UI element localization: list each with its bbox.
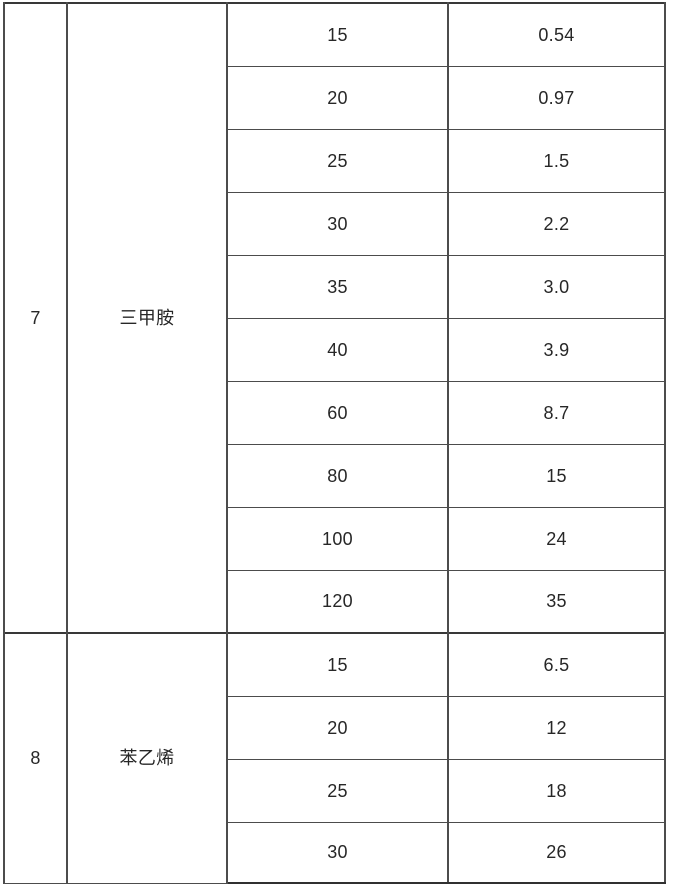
result-value-cell: 24	[447, 506, 666, 571]
table-row: 30 26	[4, 821, 666, 884]
param-value-cell: 25	[226, 758, 449, 823]
table-row: 35 3.0	[4, 254, 666, 319]
param-value-cell: 15	[226, 632, 449, 697]
param-value-cell: 40	[226, 317, 449, 382]
table-row: 80 15	[4, 443, 666, 508]
param-value-cell: 20	[226, 65, 449, 130]
table-body: 7 三甲胺 15 0.54 20 0.97 25 1.5 30 2.2 35 3.0 40 3.9 60 8.…	[3, 2, 666, 884]
chemical-name-label: 苯乙烯	[119, 748, 175, 769]
result-value-cell: 15	[447, 443, 666, 508]
table-row: 30 2.2	[4, 191, 666, 256]
table-row: 20 12	[4, 695, 666, 760]
result-value-cell: 3.9	[447, 317, 666, 382]
group-index-cell: 8	[3, 632, 68, 884]
param-value-cell: 60	[226, 380, 449, 445]
chemical-name-cell: 三甲胺	[66, 2, 228, 634]
param-value-cell: 80	[226, 443, 449, 508]
result-value-cell: 0.54	[447, 2, 666, 67]
table-row: 120 35	[4, 569, 666, 634]
result-value-cell: 18	[447, 758, 666, 823]
result-value-cell: 1.5	[447, 128, 666, 193]
result-value-cell: 3.0	[447, 254, 666, 319]
result-value-cell: 6.5	[447, 632, 666, 697]
result-value-cell: 35	[447, 569, 666, 634]
result-value-cell: 12	[447, 695, 666, 760]
param-value-cell: 25	[226, 128, 449, 193]
table-row: 40 3.9	[4, 317, 666, 382]
table-row: 25 18	[4, 758, 666, 823]
document-table-region: 7 三甲胺 15 0.54 20 0.97 25 1.5 30 2.2 35 3.0 40 3.9 60 8.…	[3, 2, 666, 884]
param-value-cell: 30	[226, 821, 449, 884]
param-value-cell: 20	[226, 695, 449, 760]
param-value-cell: 30	[226, 191, 449, 256]
table-row: 7 三甲胺 15 0.54	[3, 2, 666, 634]
chemical-name-cell: 苯乙烯	[66, 632, 228, 884]
result-value-cell: 8.7	[447, 380, 666, 445]
param-value-cell: 100	[226, 506, 449, 571]
table-row: 25 1.5	[4, 128, 666, 193]
result-value-cell: 2.2	[447, 191, 666, 256]
result-value-cell: 26	[447, 821, 666, 884]
table-row: 20 0.97	[4, 65, 666, 130]
group-index-cell: 7	[3, 2, 68, 634]
data-table: 7 三甲胺 15 0.54 20 0.97 25 1.5 30 2.2 35 3.0 40 3.9 60 8.…	[3, 2, 666, 884]
param-value-cell: 120	[226, 569, 449, 634]
table-row: 100 24	[4, 506, 666, 571]
table-row: 60 8.7	[4, 380, 666, 445]
group-index-label: 8	[30, 748, 41, 769]
param-value-cell: 35	[226, 254, 449, 319]
table-row: 8 苯乙烯 15 6.5	[3, 632, 666, 884]
result-value-cell: 0.97	[447, 65, 666, 130]
param-value-cell: 15	[226, 2, 449, 67]
